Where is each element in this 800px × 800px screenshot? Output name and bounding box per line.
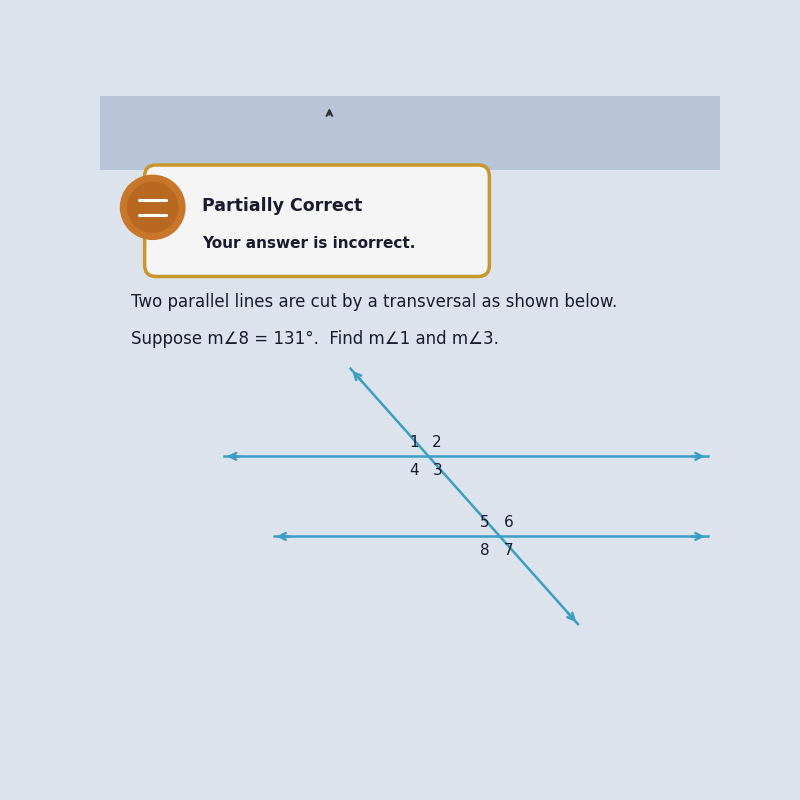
Circle shape	[127, 182, 178, 232]
FancyBboxPatch shape	[100, 96, 720, 170]
Text: Suppose m∠8 = 131°.  Find m∠1 and m∠3.: Suppose m∠8 = 131°. Find m∠1 and m∠3.	[131, 330, 499, 348]
Text: Two parallel lines are cut by a transversal as shown below.: Two parallel lines are cut by a transver…	[131, 294, 618, 311]
Text: Your answer is incorrect.: Your answer is incorrect.	[202, 235, 416, 250]
Text: 6: 6	[504, 515, 514, 530]
Text: 3: 3	[432, 462, 442, 478]
Text: 2: 2	[432, 435, 442, 450]
FancyBboxPatch shape	[145, 165, 490, 277]
Circle shape	[121, 175, 185, 239]
Text: 1: 1	[409, 435, 418, 450]
Text: 4: 4	[409, 462, 418, 478]
Text: 7: 7	[504, 542, 514, 558]
Text: 5: 5	[480, 515, 490, 530]
Text: Partially Correct: Partially Correct	[202, 197, 362, 214]
Text: 8: 8	[480, 542, 490, 558]
